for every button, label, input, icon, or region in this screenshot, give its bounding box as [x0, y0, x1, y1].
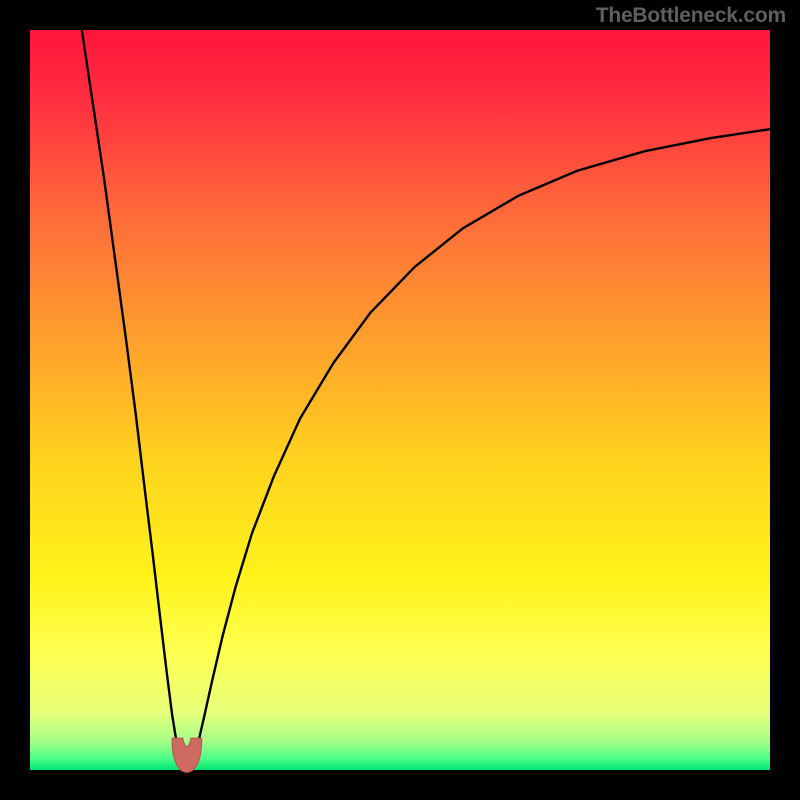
plot-background	[30, 30, 770, 770]
bottleneck-curve-chart	[0, 0, 800, 800]
chart-canvas: TheBottleneck.com	[0, 0, 800, 800]
watermark-text: TheBottleneck.com	[596, 4, 786, 28]
